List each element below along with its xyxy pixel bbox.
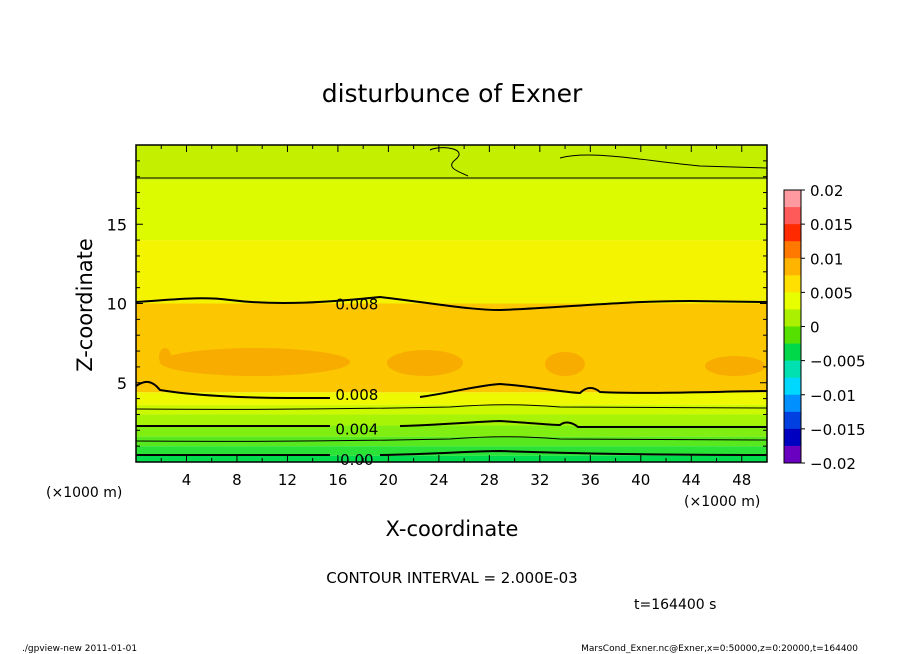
- colorbar-swatch: [784, 343, 801, 361]
- x-tick-label: 20: [379, 471, 398, 489]
- colorbar-tick-label: 0: [810, 319, 820, 337]
- contour-label: 0.008: [335, 296, 378, 314]
- contour-band: [136, 303, 767, 393]
- contour-band: [136, 425, 767, 437]
- colorbar-swatch: [784, 428, 801, 447]
- contour-interval-text: CONTOUR INTERVAL = 2.000E-03: [326, 569, 577, 587]
- colorbar-tick-label: 0.015: [810, 216, 853, 234]
- contour-band: [136, 404, 767, 415]
- contour-line: [429, 147, 469, 177]
- contour-line: [136, 419, 767, 428]
- x-tick-label: 32: [530, 471, 549, 489]
- colorbar-tick-label: −0.02: [810, 455, 856, 473]
- colorbar-tick-label: 0.005: [810, 284, 853, 302]
- contour-line: [136, 380, 767, 399]
- x-tick-label: 16: [328, 471, 347, 489]
- colorbar-tick-label: −0.005: [810, 353, 866, 371]
- contour-line: [136, 404, 767, 410]
- colorbar-swatch: [784, 258, 801, 276]
- contour-line: [559, 154, 767, 169]
- contour-band: [136, 436, 767, 447]
- contour-line: [136, 449, 767, 456]
- colorbar-swatch: [784, 224, 801, 242]
- colorbar-swatch: [784, 326, 801, 344]
- x-tick-label: 4: [182, 471, 192, 489]
- contour-band: [136, 446, 767, 456]
- y-tick-label: 15: [107, 215, 127, 234]
- contour-band: [136, 392, 767, 405]
- plot-area: 0.008 0.008 0.004 0.00: [135, 144, 768, 469]
- x-tick-label: 12: [278, 471, 297, 489]
- colorbar-tick-label: 0.01: [810, 250, 843, 268]
- time-label: t=164400 s: [634, 597, 716, 613]
- y-tick-label: 5: [117, 374, 127, 393]
- contour-line: [136, 295, 767, 312]
- footer-right: MarsCond_Exner.nc@Exner,x=0:50000,z=0:20…: [581, 644, 858, 654]
- x-tick-label: 40: [631, 471, 650, 489]
- contour-band: [136, 455, 767, 462]
- x-axis-label: X-coordinate: [386, 517, 519, 541]
- max-region: [545, 352, 585, 376]
- max-region: [387, 350, 463, 376]
- x-tick-label: 28: [480, 471, 499, 489]
- contour-band: [136, 145, 767, 180]
- colorbar-swatch: [784, 207, 801, 225]
- colorbar-swatch: [784, 309, 801, 327]
- x-tick-label: 44: [682, 471, 701, 489]
- colorbar-swatch: [784, 394, 801, 413]
- colorbar-swatch: [784, 360, 801, 378]
- y-axis-label: Z-coordinate: [73, 238, 97, 372]
- y-tick-label: 10: [107, 295, 127, 314]
- x-tick-label: 48: [732, 471, 751, 489]
- colorbar: [783, 189, 802, 464]
- colorbar-swatch: [784, 241, 801, 259]
- colorbar-tick-label: −0.015: [810, 421, 866, 439]
- contour-band: [136, 179, 767, 241]
- colorbar-swatch: [784, 411, 801, 430]
- contour-line: [136, 436, 767, 442]
- max-region: [705, 356, 765, 376]
- x-tick-label: 24: [429, 471, 448, 489]
- colorbar-swatch: [784, 292, 801, 310]
- x-unit-label: (×1000 m): [684, 494, 760, 510]
- contour-label: 0.00: [340, 451, 373, 469]
- max-region: [159, 348, 171, 366]
- x-tick-label: 8: [232, 471, 242, 489]
- contour-label: 0.004: [335, 421, 378, 439]
- y-unit-label: (×1000 m): [46, 485, 122, 501]
- colorbar-swatch: [784, 275, 801, 293]
- x-tick-label: 36: [581, 471, 600, 489]
- max-region: [160, 348, 350, 376]
- colorbar-swatch: [784, 445, 801, 464]
- contour-band: [136, 240, 767, 304]
- colorbar-swatch: [784, 190, 801, 208]
- colorbar-swatch: [784, 377, 801, 396]
- contour-band: [136, 414, 767, 426]
- contour-label: 0.008: [335, 386, 378, 404]
- chart-title: disturbunce of Exner: [322, 79, 583, 108]
- footer-left: ./gpview-new 2011-01-01: [22, 644, 137, 654]
- colorbar-tick-label: 0.02: [810, 182, 843, 200]
- colorbar-tick-label: −0.01: [810, 387, 856, 405]
